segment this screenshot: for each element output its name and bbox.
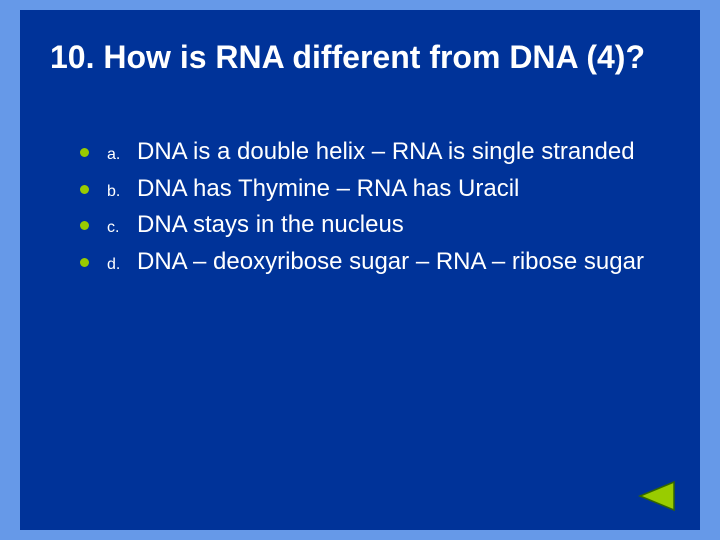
- item-letter: c.: [107, 213, 137, 237]
- bullet-icon: [80, 185, 89, 194]
- item-text: DNA is a double helix – RNA is single st…: [137, 136, 635, 168]
- item-text: DNA – deoxyribose sugar – RNA – ribose s…: [137, 246, 644, 278]
- slide-title: 10. How is RNA different from DNA (4)?: [50, 38, 670, 76]
- list-item: d. DNA – deoxyribose sugar – RNA – ribos…: [80, 246, 660, 278]
- list-item: c. DNA stays in the nucleus: [80, 209, 660, 241]
- item-letter: b.: [107, 177, 137, 201]
- previous-slide-button[interactable]: [636, 480, 676, 512]
- item-text: DNA has Thymine – RNA has Uracil: [137, 173, 519, 205]
- bullet-icon: [80, 221, 89, 230]
- triangle-left-icon: [636, 480, 676, 512]
- item-letter: d.: [107, 250, 137, 274]
- item-letter: a.: [107, 140, 137, 164]
- bullet-icon: [80, 258, 89, 267]
- list-item: a. DNA is a double helix – RNA is single…: [80, 136, 660, 168]
- bullet-icon: [80, 148, 89, 157]
- title-block: 10. How is RNA different from DNA (4)?: [20, 10, 700, 86]
- slide: 10. How is RNA different from DNA (4)? a…: [20, 10, 700, 530]
- body-block: a. DNA is a double helix – RNA is single…: [20, 86, 700, 278]
- item-text: DNA stays in the nucleus: [137, 209, 404, 241]
- list-item: b. DNA has Thymine – RNA has Uracil: [80, 173, 660, 205]
